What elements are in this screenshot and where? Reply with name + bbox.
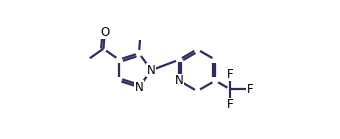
Text: N: N [135, 81, 143, 94]
Text: F: F [246, 83, 253, 96]
Text: N: N [147, 64, 156, 77]
Text: N: N [175, 74, 184, 87]
Text: O: O [100, 26, 109, 39]
Text: F: F [227, 68, 234, 80]
Text: F: F [227, 98, 234, 111]
